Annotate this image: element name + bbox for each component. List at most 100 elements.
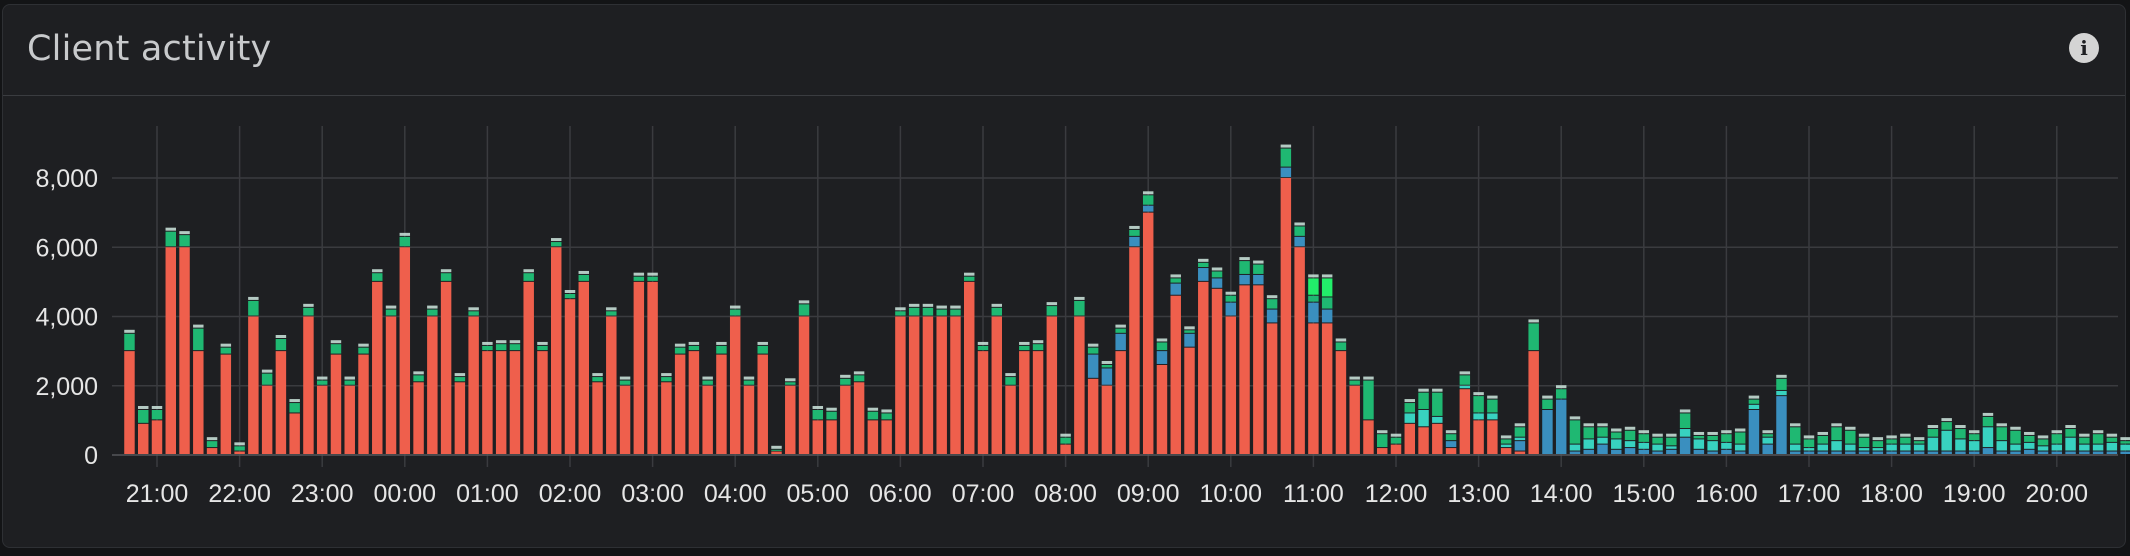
bar-stack <box>1060 433 1071 454</box>
bar-stack <box>234 442 245 454</box>
bar-stack <box>619 376 631 454</box>
x-tick-label: 23:00 <box>291 480 354 508</box>
bar-segment <box>2010 430 2021 444</box>
bar-cap <box>138 405 149 409</box>
bar-segment <box>1445 434 1457 441</box>
y-tick-label: 6,000 <box>35 234 98 262</box>
bar-segment <box>1432 392 1443 416</box>
bar-cap <box>1514 423 1526 427</box>
bar-segment <box>1762 434 1773 437</box>
bar-segment <box>193 328 204 351</box>
bar-segment <box>1831 451 1842 454</box>
bar-segment <box>1597 444 1608 454</box>
bar-segment <box>1514 437 1526 441</box>
bar-cap <box>220 343 232 347</box>
bar-segment <box>344 385 355 454</box>
bar-segment <box>2092 434 2104 444</box>
bar-stack <box>1266 295 1278 454</box>
bar-segment <box>330 354 342 454</box>
bar-segment <box>2120 441 2130 444</box>
bar-segment <box>468 311 479 316</box>
bar-cap <box>674 343 686 347</box>
bar-cap <box>688 341 700 345</box>
bar-segment <box>1294 236 1305 247</box>
bar-segment <box>316 385 328 454</box>
bar-cap <box>785 378 796 382</box>
bar-segment <box>385 316 397 454</box>
bar-segment <box>1239 274 1250 285</box>
bar-segment <box>1542 409 1553 454</box>
bar-segment <box>1239 285 1250 454</box>
bar-cap <box>1941 418 1952 422</box>
bar-stack <box>1129 225 1140 454</box>
bar-segment <box>2051 444 2063 451</box>
bar-stack <box>826 407 837 454</box>
bar-cap <box>991 303 1002 307</box>
bar-segment <box>1184 347 1195 454</box>
bar-segment <box>248 300 259 316</box>
bar-cap <box>427 305 438 309</box>
bar-cap <box>1198 258 1209 262</box>
bar-segment <box>1156 364 1168 454</box>
y-tick-label: 0 <box>84 442 98 470</box>
bar-segment <box>1817 444 1828 451</box>
bar-segment <box>1487 399 1498 413</box>
bar-segment <box>1225 302 1237 316</box>
bar-segment <box>908 316 920 454</box>
bar-segment <box>1211 278 1223 288</box>
bar-cap <box>1390 433 1402 437</box>
bar-stack <box>592 373 603 454</box>
bar-cap <box>964 272 975 276</box>
bar-cap <box>2106 433 2118 437</box>
bar-segment <box>509 344 521 351</box>
bar-stack <box>1803 435 1815 454</box>
bar-stack <box>1473 392 1484 454</box>
bar-segment <box>1225 316 1237 454</box>
bar-segment <box>1211 271 1223 278</box>
bar-stack <box>743 376 755 454</box>
bar-segment <box>743 380 755 385</box>
bar-segment <box>1500 439 1512 444</box>
bar-segment <box>1569 444 1581 451</box>
bar-stack <box>1955 425 1966 454</box>
bar-segment <box>482 351 493 454</box>
bar-segment <box>261 385 273 454</box>
x-tick-label: 12:00 <box>1365 480 1428 508</box>
bar-segment <box>551 247 562 454</box>
bar-segment <box>1363 420 1374 454</box>
bar-segment <box>1308 278 1319 295</box>
bar-cap <box>2024 431 2035 435</box>
x-tick-label: 03:00 <box>621 480 684 508</box>
bar-stack <box>1900 433 1911 454</box>
bar-segment <box>151 420 163 454</box>
bar-cap <box>399 232 411 236</box>
bar-segment <box>2092 451 2104 454</box>
bar-segment <box>248 316 259 454</box>
bar-cap <box>1294 222 1305 226</box>
bar-segment <box>922 316 934 454</box>
bar-segment <box>1473 413 1484 420</box>
bar-stack <box>1308 274 1319 454</box>
bar-cap <box>193 324 204 328</box>
bar-segment <box>220 354 232 454</box>
bar-stack <box>372 269 383 454</box>
bar-segment <box>523 281 534 454</box>
bar-cap <box>1913 437 1925 441</box>
bar-stack <box>316 376 328 454</box>
bar-stack <box>1542 395 1553 454</box>
bar-segment <box>2079 451 2090 454</box>
bar-stack <box>785 378 796 454</box>
bar-segment <box>1886 444 1897 451</box>
x-tick-label: 10:00 <box>1200 480 1263 508</box>
bar-segment <box>1390 437 1402 444</box>
bar-segment <box>427 316 438 454</box>
bar-segment <box>1528 351 1539 454</box>
bar-segment <box>1487 420 1498 454</box>
bar-segment <box>922 307 934 316</box>
bar-segment <box>1514 441 1526 451</box>
bar-segment <box>1707 451 1718 454</box>
bar-segment <box>702 380 713 385</box>
info-icon[interactable]: i <box>2069 33 2099 63</box>
bar-cap <box>881 409 892 413</box>
bar-segment <box>1638 449 1650 454</box>
